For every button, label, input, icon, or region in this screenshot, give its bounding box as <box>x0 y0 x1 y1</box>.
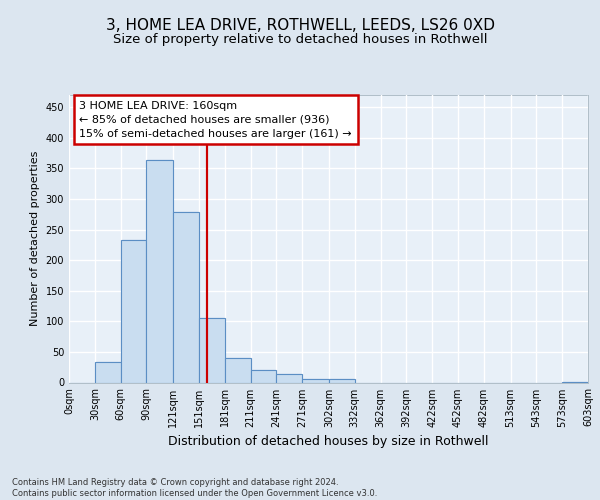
Y-axis label: Number of detached properties: Number of detached properties <box>30 151 40 326</box>
Bar <box>251 370 277 382</box>
Bar <box>173 212 199 382</box>
Bar <box>225 358 251 382</box>
Bar <box>173 212 199 382</box>
Text: Contains HM Land Registry data © Crown copyright and database right 2024.
Contai: Contains HM Land Registry data © Crown c… <box>12 478 377 498</box>
X-axis label: Distribution of detached houses by size in Rothwell: Distribution of detached houses by size … <box>168 435 489 448</box>
Bar <box>225 358 251 382</box>
Bar <box>199 318 225 382</box>
Bar <box>277 374 302 382</box>
Bar <box>302 379 329 382</box>
Bar <box>95 362 121 382</box>
Text: Size of property relative to detached houses in Rothwell: Size of property relative to detached ho… <box>113 32 487 46</box>
Bar <box>95 362 121 382</box>
Bar <box>121 240 146 382</box>
Bar <box>251 370 277 382</box>
Bar <box>277 374 302 382</box>
Bar <box>329 380 355 382</box>
Bar <box>146 160 173 382</box>
Bar <box>329 380 355 382</box>
Bar <box>146 160 173 382</box>
Bar <box>121 240 146 382</box>
Text: 3, HOME LEA DRIVE, ROTHWELL, LEEDS, LS26 0XD: 3, HOME LEA DRIVE, ROTHWELL, LEEDS, LS26… <box>106 18 494 32</box>
Text: 3 HOME LEA DRIVE: 160sqm
← 85% of detached houses are smaller (936)
15% of semi-: 3 HOME LEA DRIVE: 160sqm ← 85% of detach… <box>79 101 352 139</box>
Bar <box>199 318 225 382</box>
Bar <box>302 379 329 382</box>
